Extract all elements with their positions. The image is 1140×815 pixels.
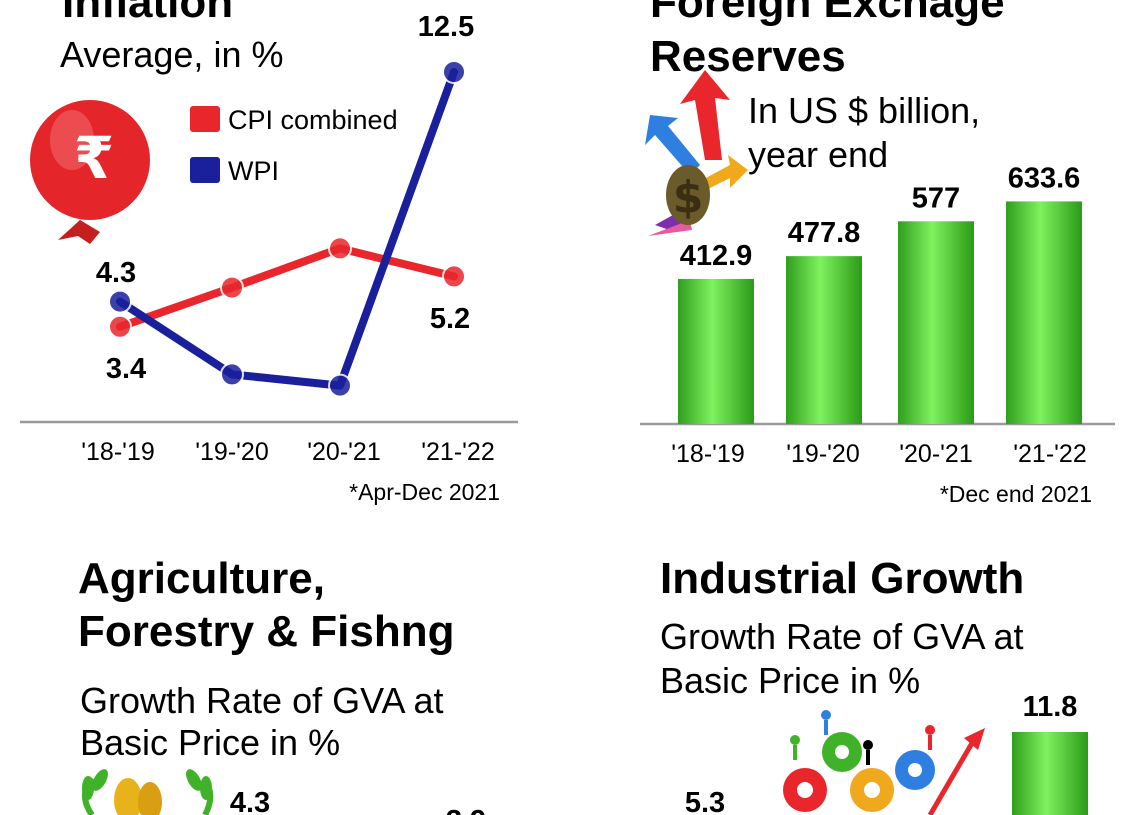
forex-subtitle-line2: year end <box>748 134 889 175</box>
legend-swatch-wpi <box>190 157 220 183</box>
agri-subtitle-line2: Basic Price in % <box>80 722 341 763</box>
forex-tick-label: '20-'21 <box>899 440 973 468</box>
industry-subtitle-line1: Growth Rate of GVA at <box>660 616 1024 657</box>
inflation-subtitle: Average, in % <box>60 34 284 75</box>
forex-bar-value-label: 477.8 <box>788 217 861 249</box>
inflation-tick-label: '19-'20 <box>195 438 269 466</box>
wpi-point <box>108 289 132 314</box>
forex-title-line1: Foreign Exchage <box>650 0 1005 27</box>
forex-bar <box>678 278 754 424</box>
forex-bar <box>898 221 974 424</box>
agri-data-label: 3.9 <box>446 805 486 815</box>
svg-text:$: $ <box>673 172 704 223</box>
wpi-point <box>328 373 352 398</box>
industry-subtitle-line2: Basic Price in % <box>660 660 921 701</box>
forex-tick-label: '18-'19 <box>671 440 745 468</box>
cpi-point <box>442 264 466 289</box>
industry-data-label: 11.8 <box>1023 691 1078 723</box>
forex-tick-label: '19-'20 <box>786 440 860 468</box>
forex-subtitle-line1: In US $ billion, <box>748 90 981 131</box>
svg-text:₹: ₹ <box>74 124 114 192</box>
industry-title: Industrial Growth <box>660 554 1025 603</box>
forex-bar <box>786 256 862 424</box>
wpi-point <box>442 60 466 84</box>
inflation-tick-label: '21-'22 <box>421 438 495 466</box>
forex-note: *Dec end 2021 <box>940 481 1092 507</box>
gears-people-icon <box>783 710 985 815</box>
inflation-title: Inflation <box>62 0 234 27</box>
cpi-data-label: 5.2 <box>430 303 470 335</box>
industry-bar <box>1012 732 1088 815</box>
legend-swatch-cpi <box>190 106 220 132</box>
agri-data-label: 4.3 <box>230 787 270 815</box>
cpi-series-line <box>116 244 458 331</box>
wpi-data-label: 12.5 <box>418 11 474 43</box>
wpi-series-line <box>116 68 458 390</box>
wpi-point <box>220 362 244 387</box>
industry-data-label: 5.3 <box>685 787 725 815</box>
agri-title-line2: Forestry & Fishng <box>78 607 455 656</box>
forex-title-line2: Reserves <box>650 32 846 81</box>
cpi-point <box>220 275 244 300</box>
cpi-data-label: 3.4 <box>106 353 146 385</box>
agri-title-line1: Agriculture, <box>78 554 325 603</box>
wpi-data-label: 4.3 <box>96 257 136 289</box>
wheat-wreath-icon <box>82 769 214 815</box>
forex-bar <box>1006 201 1082 424</box>
forex-tick-label: '21-'22 <box>1013 440 1087 468</box>
legend-label-wpi: WPI <box>228 156 279 186</box>
inflation-tick-label: '18-'19 <box>81 438 155 466</box>
inflation-tick-label: '20-'21 <box>307 438 381 466</box>
forex-bar-value-label: 412.9 <box>680 240 753 272</box>
legend-label-cpi: CPI combined <box>228 105 398 135</box>
forex-bar-value-label: 577 <box>912 182 960 214</box>
rupee-balloon-icon: ₹ <box>30 100 150 244</box>
cpi-point <box>328 236 352 261</box>
agri-subtitle-line1: Growth Rate of GVA at <box>80 680 444 721</box>
cpi-point <box>108 314 132 339</box>
dollar-growth-arrows-icon: $ <box>645 70 748 236</box>
inflation-note: *Apr-Dec 2021 <box>349 479 500 505</box>
forex-bar-value-label: 633.6 <box>1008 162 1081 194</box>
